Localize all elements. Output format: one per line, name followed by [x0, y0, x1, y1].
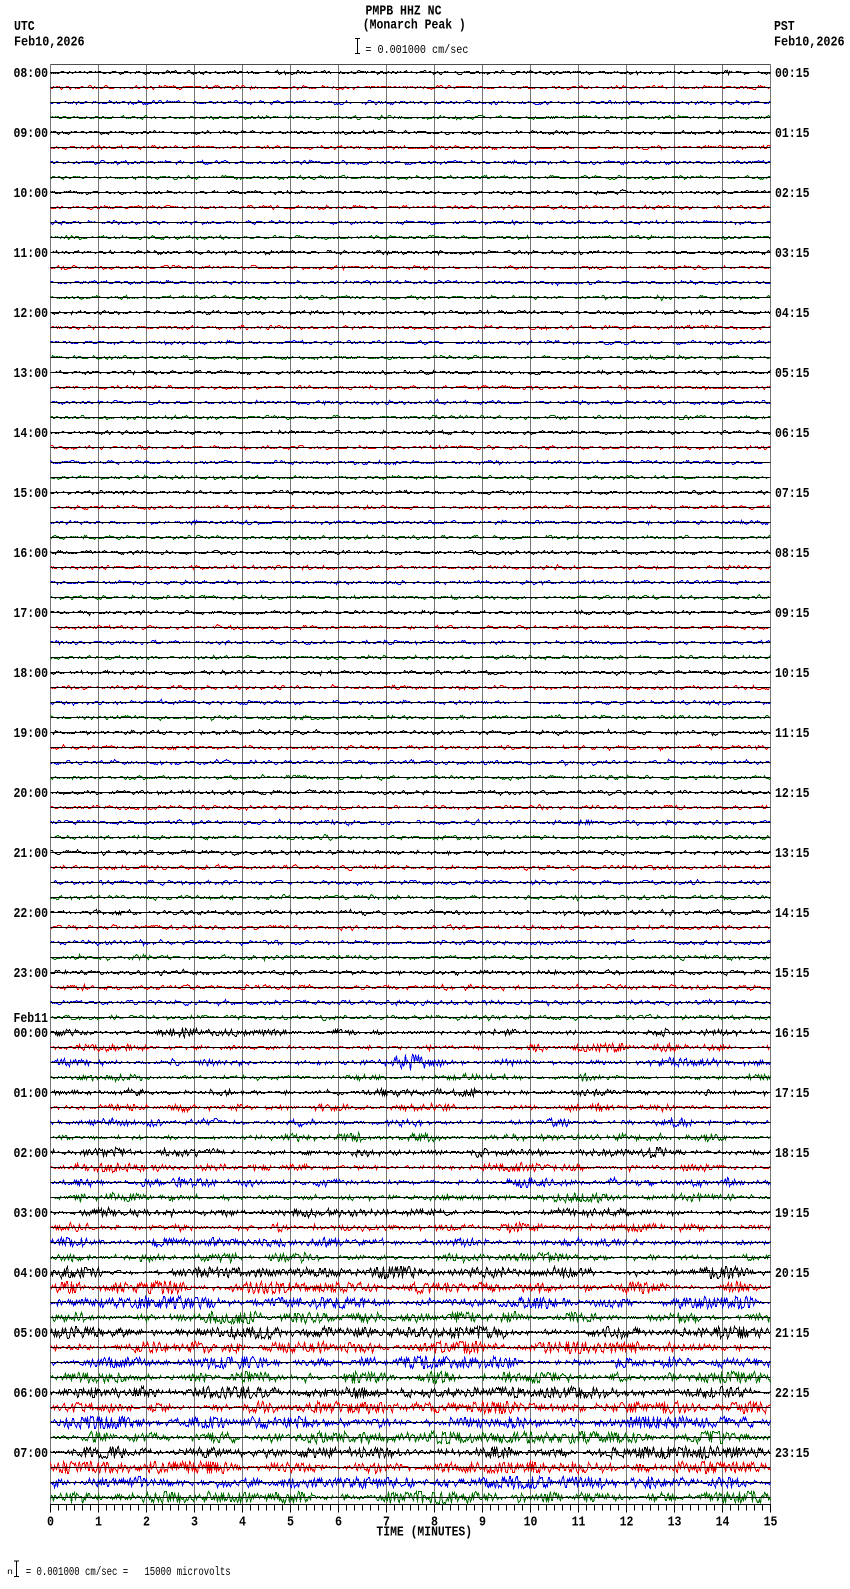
svg-text:11: 11 [572, 1516, 586, 1531]
svg-text:06:15: 06:15 [775, 427, 810, 442]
svg-text:05:15: 05:15 [775, 367, 810, 382]
svg-text:23:15: 23:15 [775, 1447, 810, 1462]
svg-text:16:00: 16:00 [14, 547, 49, 562]
svg-text:10:15: 10:15 [775, 667, 810, 682]
svg-text:04:00: 04:00 [14, 1267, 49, 1282]
svg-text:22:00: 22:00 [14, 907, 49, 922]
svg-text:14:00: 14:00 [14, 427, 49, 442]
svg-text:15:00: 15:00 [14, 487, 49, 502]
svg-text:= 0.001000 cm/sec: = 0.001000 cm/sec [365, 43, 468, 57]
svg-text:Feb10,2026: Feb10,2026 [14, 35, 85, 50]
svg-text:14:15: 14:15 [775, 907, 810, 922]
svg-text:17:00: 17:00 [14, 607, 49, 622]
svg-text:n: n [7, 1568, 13, 1577]
svg-text:18:00: 18:00 [14, 667, 49, 682]
svg-text:9: 9 [479, 1516, 486, 1531]
svg-text:13:00: 13:00 [14, 367, 49, 382]
svg-text:12:15: 12:15 [775, 787, 810, 802]
svg-text:09:15: 09:15 [775, 607, 810, 622]
svg-text:06:00: 06:00 [14, 1387, 49, 1402]
svg-text:01:00: 01:00 [14, 1087, 49, 1102]
svg-text:Feb11: Feb11 [14, 1012, 49, 1027]
svg-text:20:00: 20:00 [14, 787, 49, 802]
svg-text:08:15: 08:15 [775, 547, 810, 562]
svg-text:21:15: 21:15 [775, 1327, 810, 1342]
svg-text:0: 0 [47, 1516, 54, 1531]
svg-text:07:00: 07:00 [14, 1447, 49, 1462]
svg-text:PMPB HHZ NC: PMPB HHZ NC [366, 5, 442, 20]
svg-text:20:15: 20:15 [775, 1267, 810, 1282]
svg-text:01:15: 01:15 [775, 127, 810, 142]
svg-text:21:00: 21:00 [14, 847, 49, 862]
svg-text:12:00: 12:00 [14, 307, 49, 322]
svg-text:13:15: 13:15 [775, 847, 810, 862]
svg-text:6: 6 [335, 1516, 342, 1531]
svg-text:3: 3 [191, 1516, 198, 1531]
svg-text:14: 14 [716, 1516, 730, 1531]
svg-text:09:00: 09:00 [14, 127, 49, 142]
svg-text:23:00: 23:00 [14, 967, 49, 982]
svg-text:TIME (MINUTES): TIME (MINUTES) [376, 1526, 472, 1541]
svg-text:03:00: 03:00 [14, 1207, 49, 1222]
svg-text:10: 10 [524, 1516, 538, 1531]
svg-text:05:00: 05:00 [14, 1327, 49, 1342]
svg-text:11:00: 11:00 [14, 247, 49, 262]
svg-text:12: 12 [620, 1516, 634, 1531]
svg-text:18:15: 18:15 [775, 1147, 810, 1162]
svg-text:5: 5 [287, 1516, 294, 1531]
svg-text:(Monarch Peak ): (Monarch Peak ) [363, 19, 466, 34]
svg-text:8: 8 [431, 1516, 438, 1531]
svg-text:02:00: 02:00 [14, 1147, 49, 1162]
svg-text:17:15: 17:15 [775, 1087, 810, 1102]
svg-text:10:00: 10:00 [14, 187, 49, 202]
svg-text:1: 1 [95, 1516, 102, 1531]
svg-text:Feb10,2026: Feb10,2026 [774, 35, 845, 50]
svg-text:19:15: 19:15 [775, 1207, 810, 1222]
svg-text:02:15: 02:15 [775, 187, 810, 202]
svg-text:UTC: UTC [14, 20, 35, 35]
svg-text:22:15: 22:15 [775, 1387, 810, 1402]
svg-text:00:15: 00:15 [775, 67, 810, 82]
svg-text:19:00: 19:00 [14, 727, 49, 742]
svg-text:03:15: 03:15 [775, 247, 810, 262]
svg-text:PST: PST [774, 20, 795, 35]
svg-text:2: 2 [143, 1516, 150, 1531]
svg-text:15:15: 15:15 [775, 967, 810, 982]
svg-text:15: 15 [764, 1516, 778, 1531]
svg-text:7: 7 [383, 1516, 390, 1531]
svg-text:16:15: 16:15 [775, 1027, 810, 1042]
svg-text:04:15: 04:15 [775, 307, 810, 322]
svg-text:= 0.001000 cm/sec = 15000 mi: = 0.001000 cm/sec = 15000 microvolts [26, 1565, 231, 1579]
svg-text:07:15: 07:15 [775, 487, 810, 502]
svg-text:13: 13 [668, 1516, 682, 1531]
svg-text:4: 4 [239, 1516, 246, 1531]
svg-text:11:15: 11:15 [775, 727, 810, 742]
svg-text:08:00: 08:00 [14, 67, 49, 82]
svg-text:00:00: 00:00 [14, 1027, 49, 1042]
